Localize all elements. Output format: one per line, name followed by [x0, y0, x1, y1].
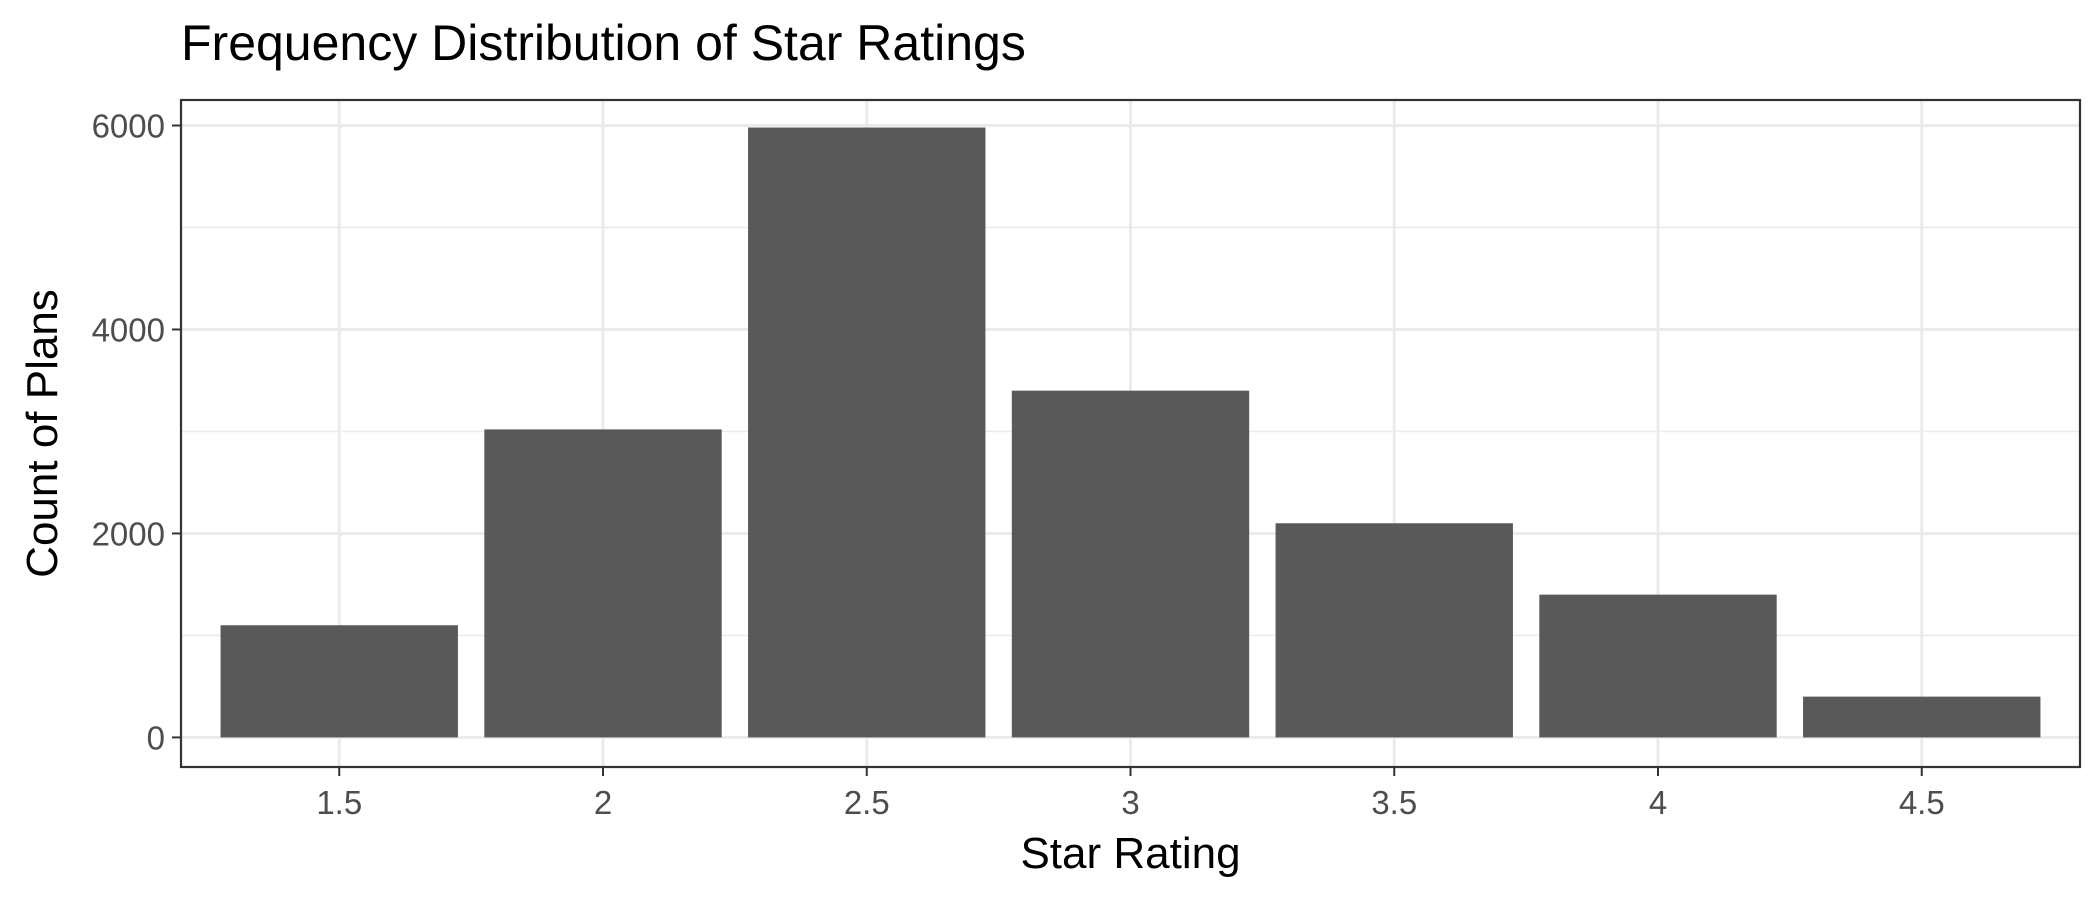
bars	[220, 127, 2041, 738]
y-axis: 0 2000 4000 6000	[92, 107, 181, 756]
bar-2.5	[748, 127, 986, 738]
y-axis-title: Count of Plans	[18, 289, 67, 578]
y-tick-label: 2000	[92, 515, 165, 552]
x-tick-label: 2	[594, 784, 612, 821]
bar-3	[1011, 390, 1250, 738]
bar-4.5	[1803, 696, 2041, 738]
bar-1.5	[220, 625, 458, 738]
x-axis-title: Star Rating	[1020, 829, 1240, 878]
chart-title: Frequency Distribution of Star Ratings	[181, 15, 1026, 71]
y-tick-label: 4000	[92, 311, 165, 348]
bar-3.5	[1275, 523, 1513, 738]
bar-2	[484, 429, 722, 738]
bar-4	[1539, 594, 1777, 738]
x-tick-label: 2.5	[844, 784, 890, 821]
x-tick-label: 3.5	[1371, 784, 1417, 821]
x-axis: 1.5 2 2.5 3 3.5 4 4.5	[316, 767, 1945, 821]
x-tick-label: 1.5	[316, 784, 362, 821]
y-tick-label: 0	[147, 719, 165, 756]
x-tick-label: 4	[1649, 784, 1667, 821]
x-tick-label: 4.5	[1899, 784, 1945, 821]
y-tick-label: 6000	[92, 107, 165, 144]
x-tick-label: 3	[1121, 784, 1139, 821]
